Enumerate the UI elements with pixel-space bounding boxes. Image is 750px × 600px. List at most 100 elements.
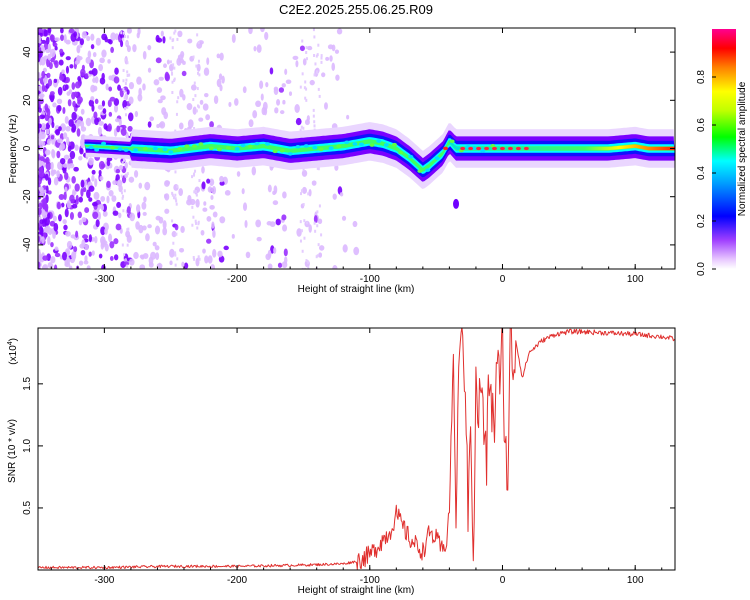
- noise-streak: [123, 158, 126, 162]
- noise-dot: [38, 93, 45, 99]
- noise-streak: [313, 221, 316, 225]
- noise-dot: [108, 111, 113, 117]
- noise-dot: [52, 215, 57, 222]
- noise-streak: [197, 220, 200, 224]
- noise-dot: [78, 196, 83, 203]
- ridge-blob: [358, 142, 364, 147]
- noise-dot: [50, 169, 56, 174]
- noise-dot: [196, 63, 201, 72]
- noise-dot: [182, 60, 186, 65]
- noise-dot: [64, 172, 69, 181]
- noise-dot: [301, 169, 308, 177]
- noise-dot: [90, 84, 96, 93]
- noise-dot: [100, 226, 106, 236]
- noise-streak: [315, 255, 318, 259]
- noise-dot: [209, 178, 215, 186]
- noise-streak: [126, 228, 129, 232]
- noise-dot: [102, 108, 107, 114]
- noise-streak: [194, 169, 197, 173]
- noise-dot: [128, 176, 135, 183]
- noise-dot: [64, 186, 68, 194]
- noise-dot: [204, 255, 209, 264]
- noise-streak: [122, 194, 125, 198]
- noise-streak: [316, 53, 319, 57]
- ridge-blob: [417, 169, 423, 173]
- snr-axes: -300 -200 -100 0 100 0.5 1.0 1.5: [22, 328, 675, 586]
- noise-dot: [100, 163, 106, 169]
- noise-streak: [124, 58, 127, 62]
- noise-dot: [49, 91, 55, 96]
- noise-dot: [123, 261, 130, 266]
- noise-dot: [100, 236, 106, 245]
- noise-streak: [195, 193, 198, 197]
- noise-dot: [100, 204, 105, 211]
- noise-dot: [94, 236, 98, 244]
- noise-streak: [123, 189, 126, 193]
- noise-streak: [125, 78, 128, 82]
- noise-streak: [313, 53, 316, 57]
- ridge-blob: [484, 146, 490, 151]
- noise-dot: [180, 51, 185, 58]
- noise-streak: [196, 226, 199, 230]
- noise-dot: [160, 95, 166, 101]
- noise-streak: [305, 46, 308, 50]
- noise-streak: [176, 37, 179, 41]
- noise-streak: [169, 36, 172, 40]
- noise-streak: [194, 94, 197, 98]
- ridge-blob: [208, 146, 214, 151]
- noise-dot: [164, 193, 170, 201]
- y-tick-label: 0.5: [22, 501, 33, 515]
- noise-dot: [110, 46, 114, 53]
- noise-dot: [327, 44, 334, 50]
- noise-dot: [93, 111, 98, 119]
- noise-dot: [108, 39, 113, 45]
- noise-streak: [191, 175, 194, 179]
- noise-dot: [111, 195, 117, 202]
- noise-streak: [172, 63, 175, 67]
- noise-streak: [317, 87, 320, 91]
- noise-streak: [304, 267, 307, 269]
- ridge-blob: [198, 142, 204, 146]
- noise-dot: [115, 223, 122, 231]
- noise-dot: [195, 198, 200, 208]
- noise-dot: [46, 58, 51, 68]
- noise-dot: [109, 255, 114, 261]
- noise-dot: [97, 126, 102, 136]
- noise-dot: [88, 251, 92, 257]
- noise-dot: [76, 128, 81, 137]
- noise-streak: [197, 71, 200, 75]
- noise-streak: [302, 126, 305, 130]
- ridge-blob: [162, 147, 168, 152]
- noise-dot: [204, 92, 209, 98]
- noise-dot: [94, 117, 100, 126]
- ridge-blob: [460, 146, 466, 151]
- noise-dot: [47, 227, 53, 236]
- noise-dot: [80, 126, 87, 132]
- noise-dot: [272, 200, 279, 206]
- noise-streak: [320, 54, 323, 58]
- ridge-core: [449, 139, 675, 151]
- noise-dot: [221, 75, 225, 84]
- noise-dot: [39, 156, 45, 162]
- noise-dot: [75, 230, 79, 238]
- noise-dot: [47, 78, 53, 87]
- noise-dot: [50, 135, 55, 140]
- noise-dot: [64, 208, 69, 218]
- noise-dot: [80, 108, 85, 115]
- noise-dot: [207, 186, 213, 193]
- noise-dot: [49, 93, 55, 103]
- noise-dot: [51, 121, 55, 129]
- noise-dot: [219, 175, 224, 183]
- noise-dot: [98, 121, 104, 126]
- noise-dot: [50, 256, 56, 264]
- noise-dot: [296, 228, 302, 237]
- ridge-blob: [408, 154, 414, 159]
- noise-dot: [64, 116, 69, 124]
- noise-dot: [244, 220, 248, 228]
- noise-streak: [300, 192, 303, 196]
- noise-dot: [54, 252, 61, 258]
- noise-streak: [299, 239, 302, 243]
- noise-streak: [198, 257, 201, 261]
- noise-dot: [46, 138, 51, 146]
- noise-dot: [52, 230, 56, 239]
